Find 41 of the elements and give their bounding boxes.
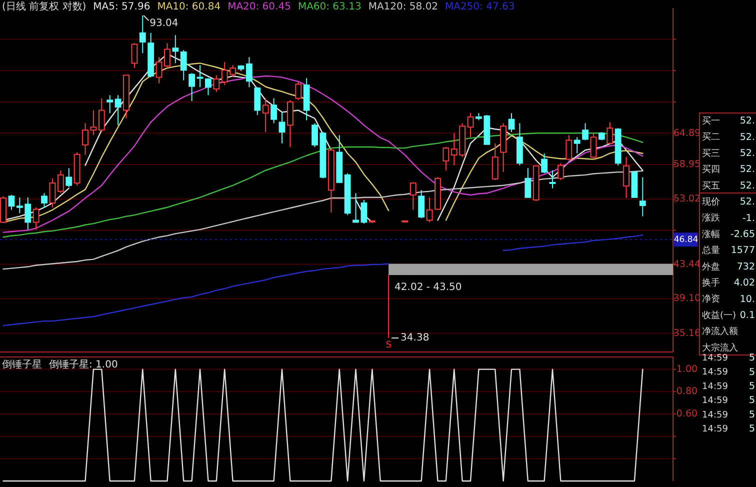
text: 收益(一) 0.1	[702, 310, 755, 322]
y-tick-label: 0.80	[676, 386, 698, 398]
text: 14:59 5	[702, 352, 755, 364]
text: 净流入额	[702, 326, 738, 338]
text: 现价 52.	[702, 196, 755, 208]
chart-title: (日线 前复权 对数)	[2, 0, 86, 13]
text: MA120: 58.02	[368, 2, 438, 13]
y-tick-label: 53.02	[673, 194, 701, 205]
text: 涨跌 -1.	[702, 212, 755, 224]
text: 买四 52.	[702, 164, 755, 176]
text: MA10: 60.84	[157, 2, 221, 13]
text: 换手 4.02	[702, 278, 755, 289]
text: 买三 52.	[702, 148, 755, 160]
text: MA60: 63.13	[298, 2, 362, 13]
y-tick-label: 0.60	[676, 408, 698, 420]
text: 总量 1577	[701, 245, 755, 256]
annotation: 93.04	[150, 18, 178, 30]
text: 14:59 5	[702, 395, 755, 406]
text: 14:59 5	[702, 380, 755, 392]
text: 涨幅 -2.65	[702, 228, 755, 240]
text: 14:59 5	[702, 366, 755, 378]
text: 买五 52.	[702, 180, 755, 192]
y-tick-label: 1.00	[676, 364, 698, 375]
text: 大宗流入	[702, 342, 738, 354]
text: 外盘 732	[702, 261, 755, 272]
y-tick-label: 58.95	[673, 159, 701, 170]
band-label: 42.02 - 43.50	[394, 282, 462, 293]
series-label: 倒锤子星: 1.00	[49, 360, 118, 371]
text: 14:59 5	[702, 424, 755, 435]
text: 买一 52.	[702, 116, 755, 127]
text: MA5: 57.96	[93, 2, 150, 13]
annotation: S	[386, 340, 392, 350]
y-tick-label: 43.44	[673, 258, 701, 270]
text: 买二 52.	[702, 132, 755, 143]
text: MA250: 47.63	[445, 2, 515, 13]
ref-line-label: 46.84	[674, 234, 698, 245]
text: MA20: 60.45	[228, 2, 291, 13]
annotation: 34.38	[400, 332, 430, 344]
text: 净资 10.	[702, 294, 755, 305]
text: 14:59 5	[702, 409, 755, 420]
chart-title: 倒锤子星	[2, 360, 42, 371]
